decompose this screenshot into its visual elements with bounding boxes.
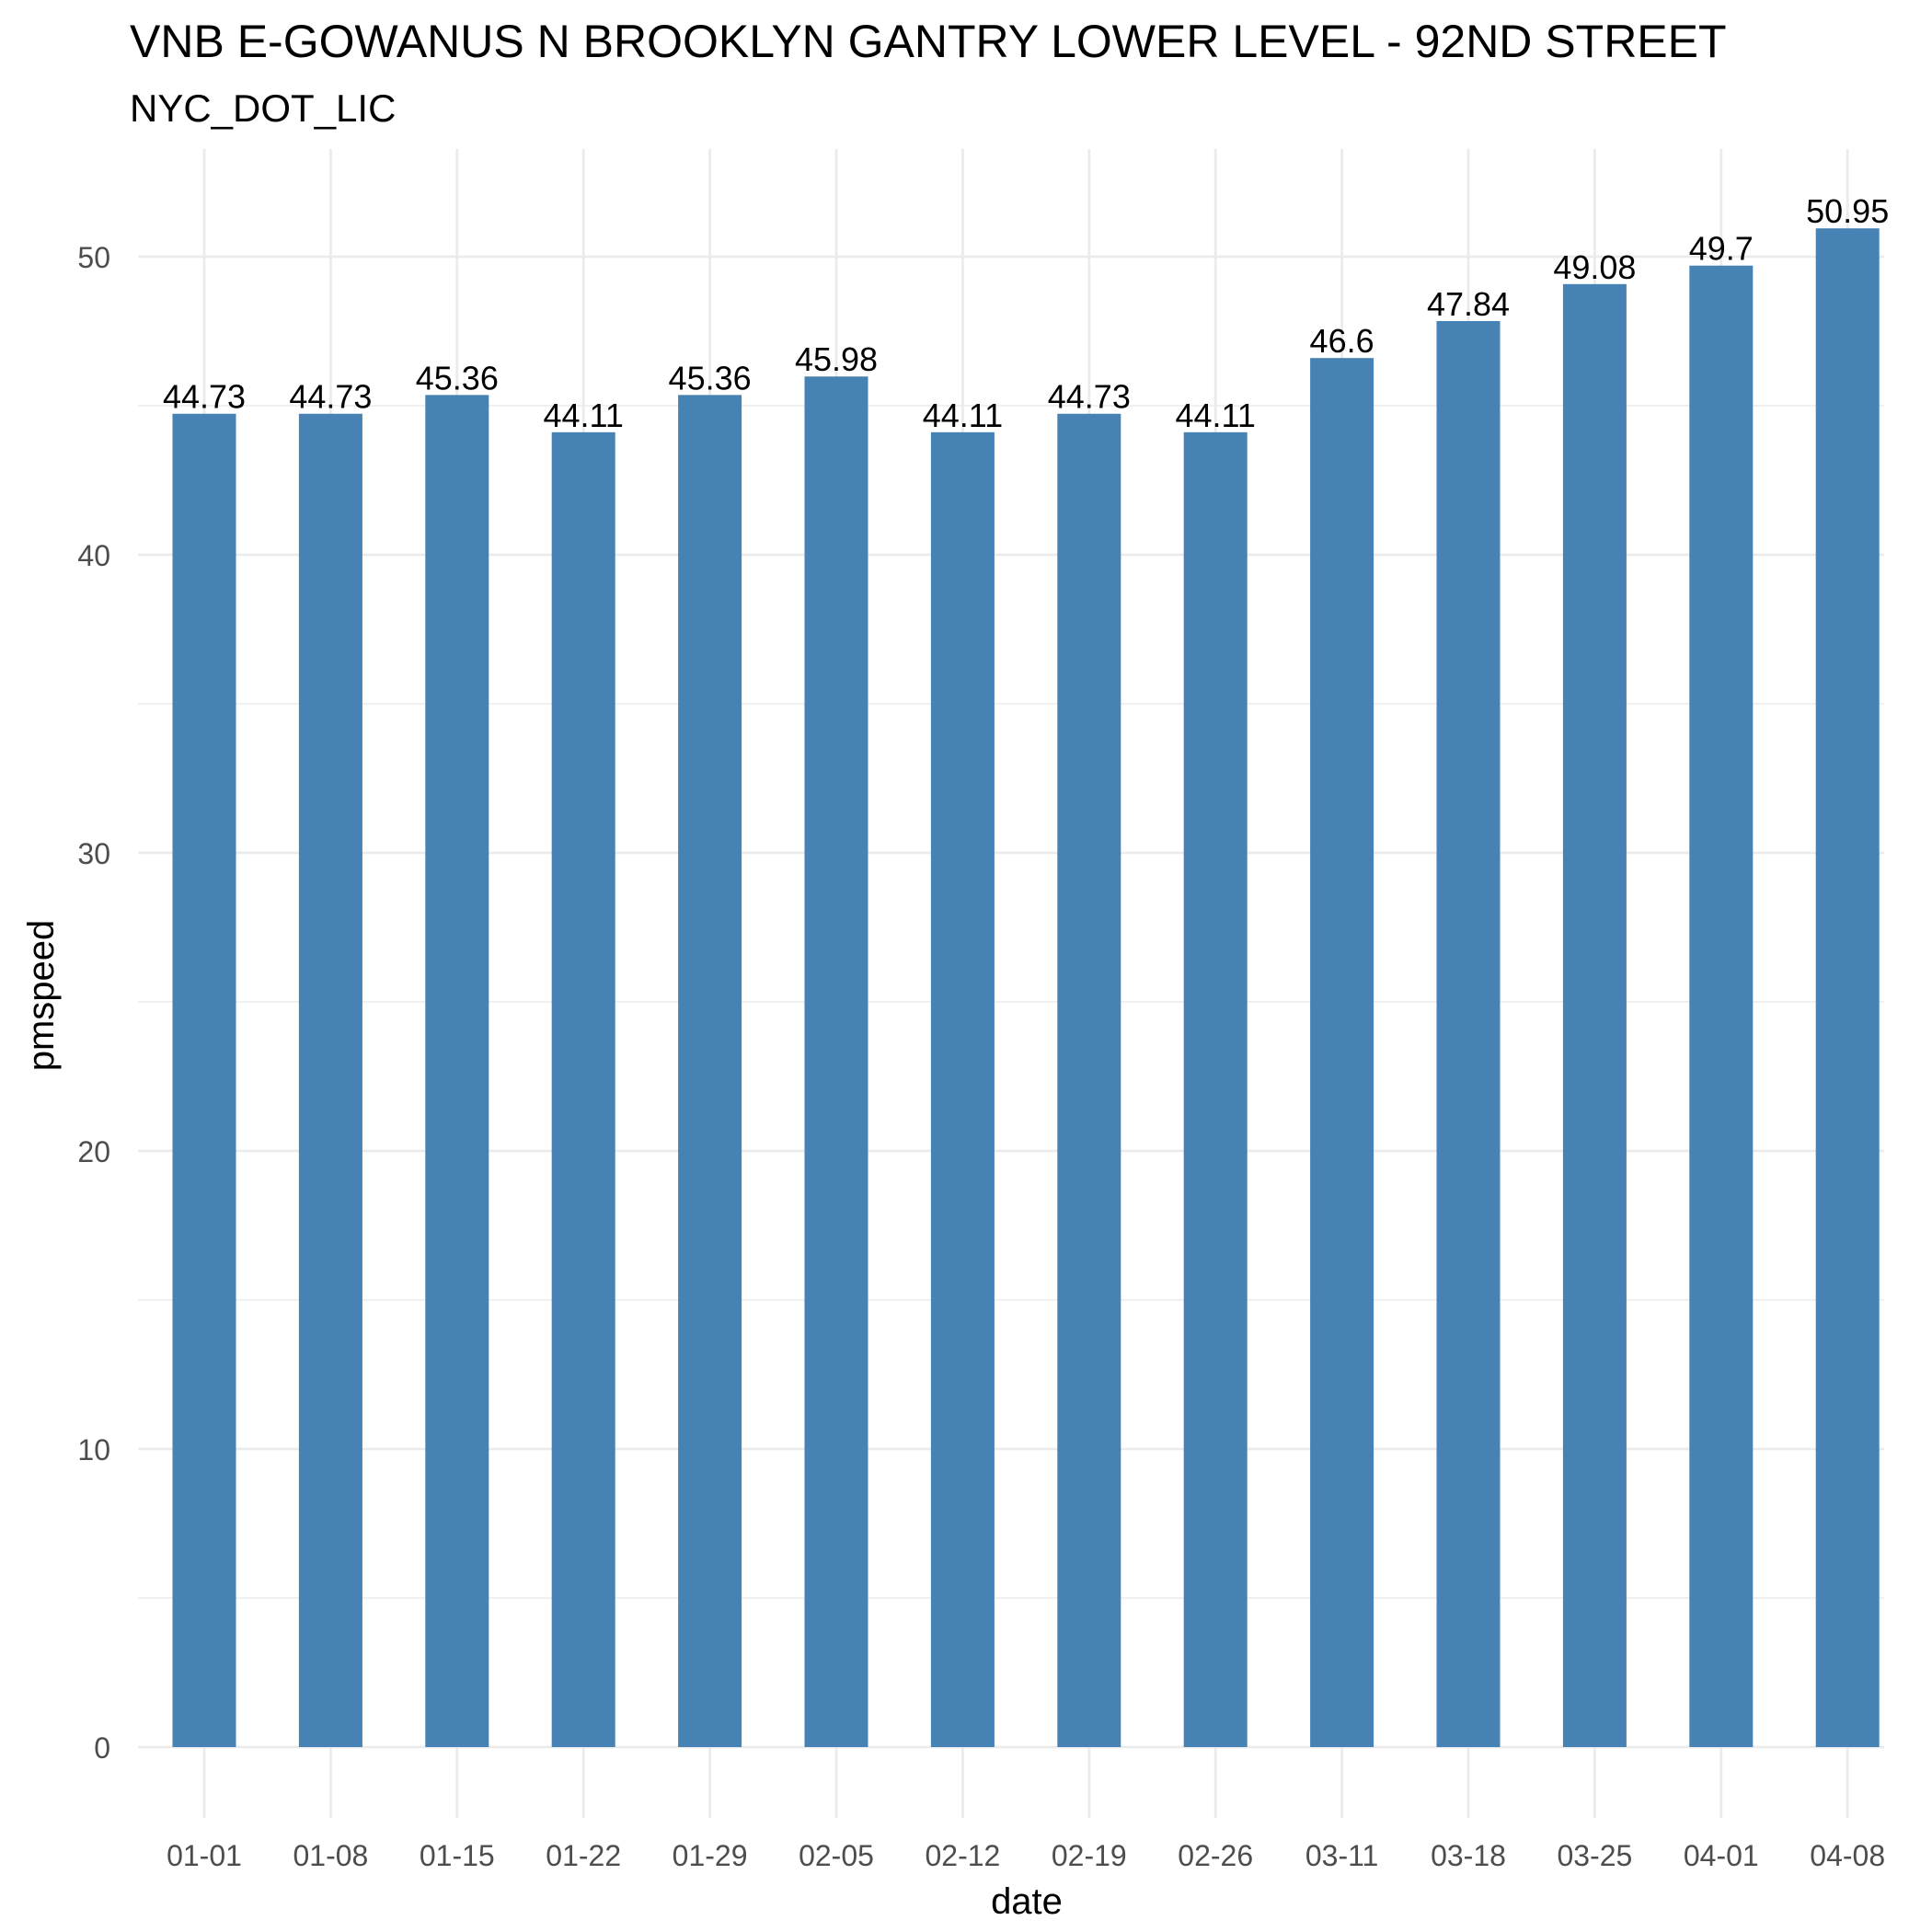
x-tick-label: 02-12 [925, 1839, 1000, 1872]
bar [930, 431, 995, 1748]
y-axis-title: pmspeed [21, 920, 62, 1072]
bar [1689, 265, 1754, 1748]
x-tick-label: 01-29 [673, 1839, 748, 1872]
bar-value-label: 45.36 [669, 359, 752, 397]
y-tick-label: 50 [77, 241, 110, 274]
bar [1310, 358, 1374, 1747]
y-tick-label: 20 [77, 1135, 110, 1168]
y-axis-tick-labels: 0 10 20 30 40 50 [77, 241, 110, 1765]
bar-value-label: 46.6 [1310, 322, 1374, 360]
bar [678, 395, 742, 1748]
bar-value-label: 44.11 [1175, 397, 1255, 434]
x-axis-title: date [991, 1881, 1063, 1922]
bar [1183, 431, 1248, 1748]
y-tick-label: 0 [94, 1731, 110, 1765]
bar-value-label: 49.08 [1553, 248, 1636, 286]
bar [551, 431, 615, 1748]
bar-value-labels: 44.73 44.73 45.36 44.11 45.36 45.98 44.11 44.73… [163, 192, 1889, 434]
x-tick-label: 01-01 [167, 1839, 242, 1872]
x-tick-label: 03-18 [1431, 1839, 1506, 1872]
y-tick-label: 30 [77, 837, 110, 870]
bar-value-label: 49.7 [1689, 230, 1754, 268]
bars [172, 228, 1880, 1748]
bar [1057, 413, 1121, 1747]
bar [1436, 320, 1501, 1747]
bar-value-label: 44.73 [1048, 378, 1131, 416]
chart-subtitle: NYC_DOT_LIC [130, 86, 396, 130]
bar-value-label: 44.73 [163, 378, 246, 416]
bar-value-label: 44.11 [543, 397, 623, 434]
bar-value-label: 44.73 [289, 378, 372, 416]
x-tick-label: 04-01 [1684, 1839, 1759, 1872]
bar-value-label: 44.11 [923, 397, 1003, 434]
x-tick-label: 03-11 [1305, 1839, 1378, 1872]
x-tick-label: 03-25 [1557, 1839, 1632, 1872]
bar [172, 413, 236, 1747]
bar [1815, 228, 1880, 1748]
bar-value-label: 50.95 [1806, 192, 1889, 230]
bar-value-label: 45.98 [795, 340, 878, 378]
bar [1562, 283, 1627, 1748]
x-tick-label: 02-19 [1052, 1839, 1127, 1872]
chart-title: VNB E-GOWANUS N BROOKLYN GANTRY LOWER LE… [130, 16, 1727, 67]
x-tick-label: 01-22 [546, 1839, 621, 1872]
x-tick-label: 01-08 [293, 1839, 368, 1872]
x-tick-label: 04-08 [1810, 1839, 1885, 1872]
bar [804, 376, 868, 1747]
x-axis-tick-labels: 01-01 01-08 01-15 01-22 01-29 02-05 02-12 02-19… [167, 1839, 1885, 1872]
bar [425, 395, 489, 1748]
x-tick-label: 02-05 [799, 1839, 874, 1872]
bar [298, 413, 362, 1747]
bar-value-label: 47.84 [1427, 285, 1510, 323]
x-tick-label: 02-26 [1178, 1839, 1253, 1872]
bar-value-label: 45.36 [416, 359, 499, 397]
y-tick-label: 10 [77, 1433, 110, 1466]
y-tick-label: 40 [77, 539, 110, 572]
x-tick-label: 01-15 [420, 1839, 495, 1872]
